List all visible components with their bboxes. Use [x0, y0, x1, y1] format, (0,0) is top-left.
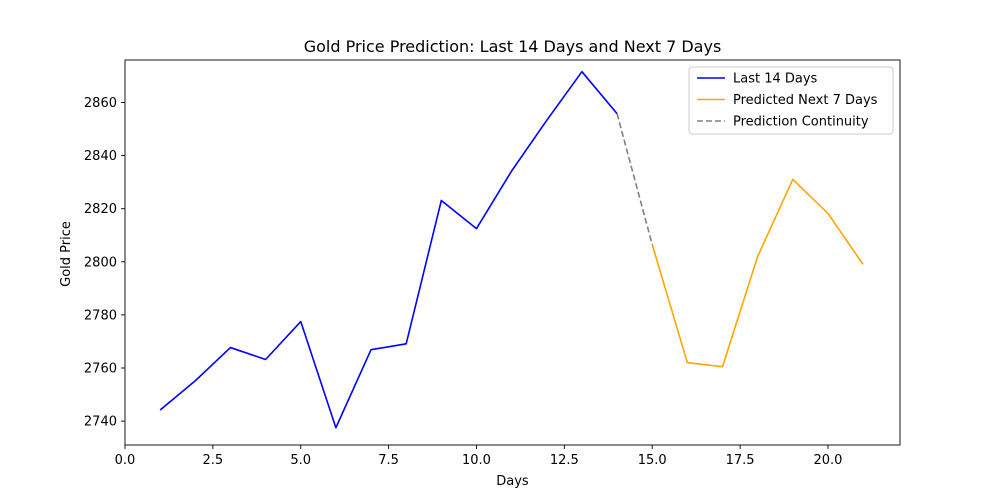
- y-tick-label: 2820: [84, 202, 117, 217]
- x-tick-label: 10.0: [462, 453, 491, 468]
- legend-label-0: Last 14 Days: [733, 72, 818, 87]
- y-tick-label: 2740: [84, 415, 117, 430]
- x-tick-label: 5.0: [290, 453, 311, 468]
- series-line-0: [159, 70, 618, 429]
- x-tick-label: 7.5: [378, 453, 399, 468]
- y-axis-label: Gold Price: [59, 221, 74, 287]
- y-tick-label: 2800: [84, 255, 117, 270]
- y-tick-label: 2860: [84, 96, 117, 111]
- chart-title: Gold Price Prediction: Last 14 Days and …: [304, 37, 722, 56]
- y-tick-label: 2780: [84, 308, 117, 323]
- y-tick-label: 2840: [84, 149, 117, 164]
- x-axis-label: Days: [496, 474, 529, 489]
- x-tick-label: 0.0: [115, 453, 136, 468]
- x-tick-label: 15.0: [638, 453, 667, 468]
- series-line-2: [616, 113, 653, 245]
- x-tick-label: 12.5: [550, 453, 579, 468]
- y-tick-label: 2760: [84, 362, 117, 377]
- legend-label-1: Predicted Next 7 Days: [733, 93, 878, 108]
- legend: Last 14 Days Predicted Next 7 Days Predict…: [688, 66, 894, 135]
- legend-label-2: Prediction Continuity: [733, 115, 869, 130]
- legend-box: [688, 66, 894, 135]
- x-tick-label: 20.0: [813, 453, 842, 468]
- x-tick-label: 17.5: [726, 453, 755, 468]
- series-line-1: [651, 178, 864, 368]
- axes-frame: [124, 59, 901, 446]
- x-tick-label: 2.5: [203, 453, 224, 468]
- plot-area: 0.0 2.5 5.0 7.5 10.0 12.5 15.0 17.5 20.0 2740 2760…: [84, 59, 901, 468]
